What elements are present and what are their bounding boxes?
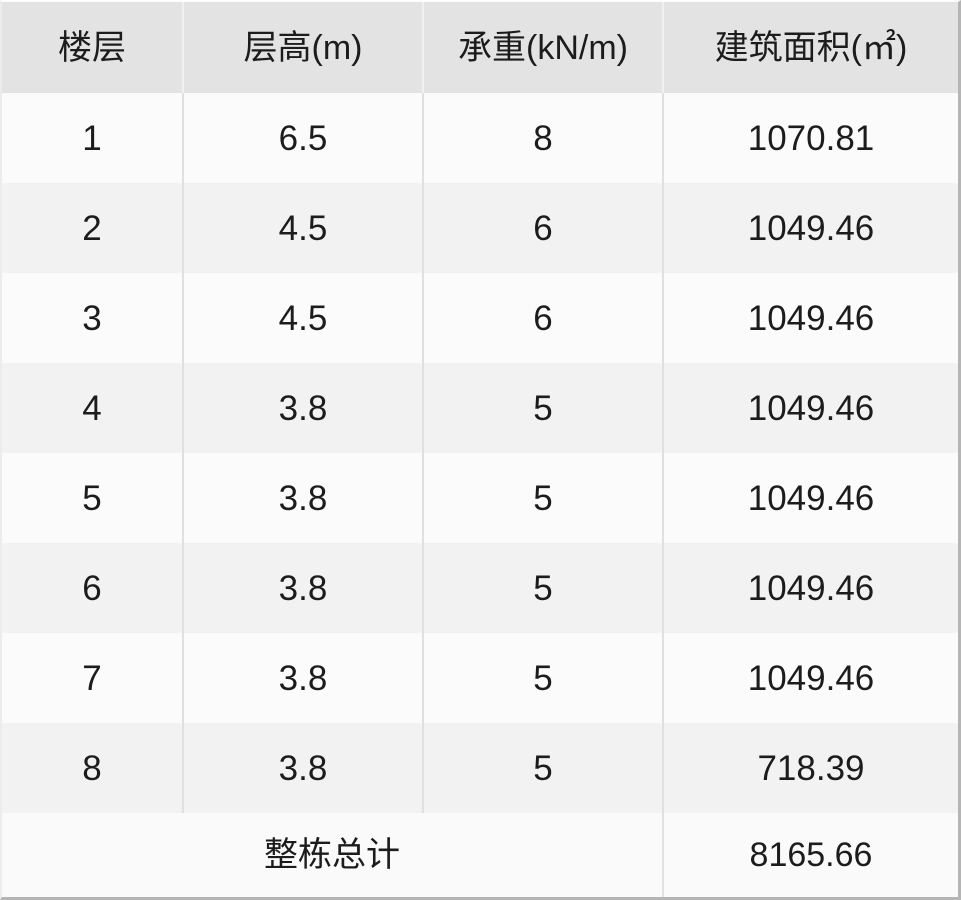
cell-floor: 3 [82,298,102,338]
cell-load: 6 [422,183,662,273]
table-row: 6 3.8 5 1049.46 [2,543,958,633]
cell-load: 5 [422,723,662,813]
header-cell-floor: 楼层 [58,28,126,67]
cell-load: 6 [422,273,662,363]
cell-area: 1049.46 [662,453,958,543]
table-header-row: 楼层 层高(m) 承重(kN/m) 建筑面积(㎡) [2,2,958,93]
footer-total-value: 8165.66 [662,813,958,897]
table-row: 2 4.5 6 1049.46 [2,183,958,273]
cell-height: 3.8 [182,723,422,813]
cell-floor: 1 [82,118,102,158]
cell-load: 5 [422,363,662,453]
header-cell-area: 建筑面积(㎡) [662,2,958,93]
cell-height: 6.5 [182,93,422,183]
cell-floor: 2 [82,208,102,248]
cell-floor: 7 [82,658,102,698]
cell-floor: 8 [82,748,102,788]
cell-height: 3.8 [182,633,422,723]
cell-area: 1049.46 [662,273,958,363]
table-row: 1 6.5 8 1070.81 [2,93,958,183]
table-row: 3 4.5 6 1049.46 [2,273,958,363]
cell-area: 1049.46 [662,363,958,453]
table-footer-row: 整栋总计 8165.66 [2,813,958,897]
cell-area: 1049.46 [662,183,958,273]
table-row: 7 3.8 5 1049.46 [2,633,958,723]
cell-floor: 4 [82,388,102,428]
cell-height: 4.5 [182,273,422,363]
cell-area: 1070.81 [662,93,958,183]
cell-height: 3.8 [182,543,422,633]
cell-floor: 5 [82,478,102,518]
cell-height: 3.8 [182,453,422,543]
footer-total-label: 整栋总计 [264,836,400,874]
header-cell-load: 承重(kN/m) [422,2,662,93]
table-row: 5 3.8 5 1049.46 [2,453,958,543]
cell-load: 5 [422,543,662,633]
cell-area: 718.39 [662,723,958,813]
cell-area: 1049.46 [662,543,958,633]
cell-area: 1049.46 [662,633,958,723]
header-cell-height: 层高(m) [182,2,422,93]
cell-load: 5 [422,633,662,723]
cell-height: 3.8 [182,363,422,453]
cell-load: 5 [422,453,662,543]
cell-load: 8 [422,93,662,183]
cell-floor: 6 [82,568,102,608]
cell-height: 4.5 [182,183,422,273]
table-row: 8 3.8 5 718.39 [2,723,958,813]
table-row: 4 3.8 5 1049.46 [2,363,958,453]
